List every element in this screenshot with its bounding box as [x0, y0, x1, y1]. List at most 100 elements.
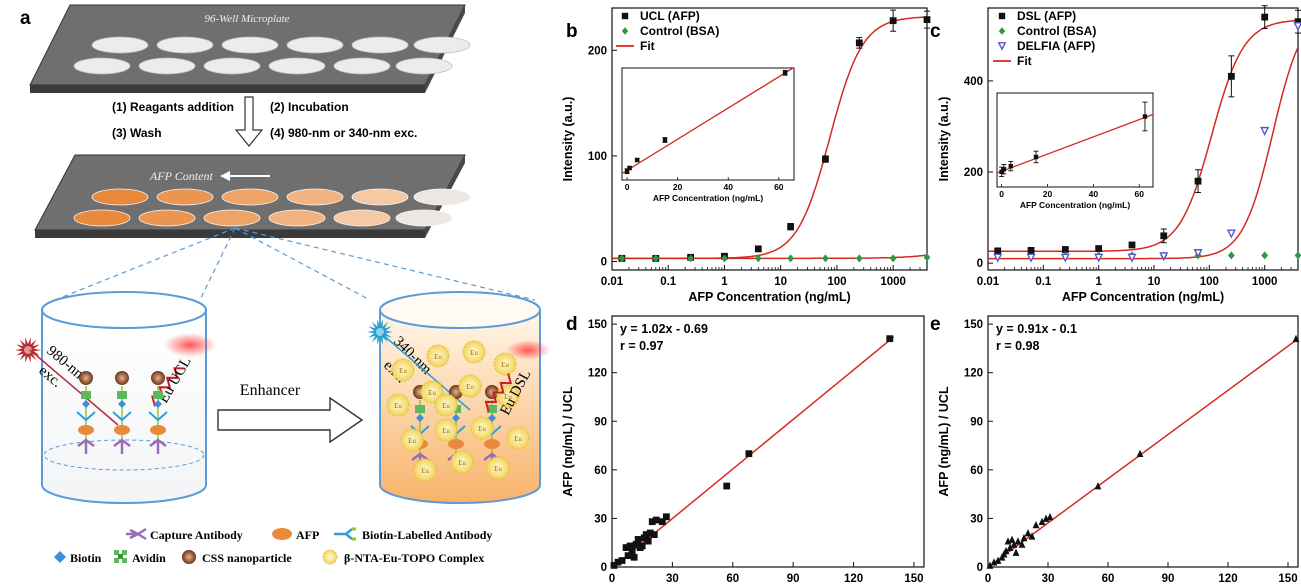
eu-complex	[470, 416, 494, 440]
legend-swatch	[621, 27, 629, 35]
data-point	[923, 16, 931, 24]
inset-data-point	[634, 157, 640, 163]
x-tick-label: 60	[726, 573, 739, 585]
well	[203, 57, 261, 75]
data-point	[886, 335, 894, 343]
data-point	[787, 223, 794, 231]
eu-complex-label: Eu	[408, 437, 416, 445]
data-point	[1014, 537, 1022, 545]
enhancer-arrow	[217, 396, 364, 444]
css-nanoparticle	[115, 371, 129, 385]
plate-title: 96-Well Microplate	[204, 13, 289, 25]
data-point	[618, 254, 626, 263]
avidin	[81, 391, 91, 399]
data-point	[1026, 253, 1036, 263]
fit-line	[988, 19, 1298, 253]
data-point	[1194, 177, 1202, 185]
eu-complex	[462, 340, 486, 364]
series-dsl-afp-	[994, 5, 1301, 255]
data-point	[855, 39, 863, 47]
fit-equation: y = 1.02x - 0.69	[620, 322, 708, 336]
series-points	[986, 334, 1300, 569]
orange-well	[156, 188, 214, 206]
legend-label: Fit	[1017, 54, 1032, 68]
legend-label: DSL (AFP)	[1017, 9, 1076, 23]
dsl-emission-wave	[484, 373, 513, 412]
well	[351, 36, 409, 54]
step-1: (1) Reagants addition	[112, 100, 234, 114]
data-point	[1294, 18, 1301, 26]
legend-label: Fit	[640, 39, 655, 53]
well	[286, 36, 344, 54]
css-nanoparticle	[79, 371, 93, 385]
data-point	[721, 254, 728, 263]
data-point	[628, 547, 636, 555]
legend-swatch	[998, 12, 1006, 20]
data-point	[787, 254, 794, 263]
y-tick-label: 150	[964, 319, 983, 331]
eu-complex	[493, 352, 517, 376]
fit-curves	[612, 336, 895, 567]
x-tick-label: 150	[904, 573, 923, 585]
y-tick-label: 30	[970, 513, 983, 525]
data-point	[634, 536, 642, 543]
data-point	[1012, 548, 1020, 556]
data-point	[993, 253, 1003, 263]
panel-a: a 96-Well Microplate (1) Reagants additi…	[15, 4, 550, 565]
eu-complex-label: Eu	[466, 383, 474, 391]
x-tick-label: 30	[1042, 573, 1055, 585]
inset-x-axis-label: AFP Concentration (ng/mL)	[653, 193, 764, 203]
data-point	[1028, 532, 1036, 540]
legend-biotin: Biotin	[70, 551, 102, 565]
y-tick-label: 400	[964, 76, 983, 88]
top-wells	[73, 36, 471, 75]
panel-label-e: e	[930, 314, 941, 335]
data-point	[1024, 529, 1032, 537]
correlation-coefficient: r = 0.97	[620, 339, 663, 353]
x-tick-label: 1	[721, 276, 728, 288]
avidin	[153, 391, 163, 399]
eu-complex-icon	[322, 549, 338, 565]
afp	[78, 425, 94, 435]
inset-frame	[621, 67, 795, 181]
eu-complex	[400, 428, 424, 452]
x-tick-label: 100	[1200, 276, 1219, 288]
legend-swatch	[997, 42, 1007, 51]
x-axis-label: AFP Concentration (ng/mL)	[688, 290, 850, 304]
inset-data-point	[1142, 114, 1148, 119]
legend-afp: AFP	[296, 528, 319, 542]
legend-biotin-antibody: Biotin-Labelled Antibody	[362, 528, 492, 542]
fit-curves	[988, 338, 1298, 567]
orange-well	[73, 209, 131, 227]
data-point	[1294, 251, 1301, 260]
data-point	[650, 531, 658, 539]
fit-curves	[988, 19, 1298, 260]
inset-x-tick-label: 60	[1135, 189, 1145, 199]
data-point	[1159, 252, 1169, 262]
orange-well	[413, 188, 471, 206]
data-point	[644, 537, 652, 545]
data-point	[1027, 247, 1035, 254]
biotin-icon	[54, 551, 66, 563]
inset-data-point	[1008, 163, 1013, 169]
inset-data-point	[1001, 167, 1007, 172]
x-tick-label: 120	[1218, 573, 1237, 585]
orange-well	[268, 209, 326, 227]
biotin	[118, 400, 126, 408]
step-2: (2) Incubation	[270, 100, 349, 114]
detection-antibody	[76, 411, 96, 422]
legend-avidin: Avidin	[132, 551, 166, 565]
afp	[114, 425, 130, 435]
data-point	[1261, 251, 1269, 260]
y-tick-label: 30	[594, 513, 607, 525]
x-tick-label: 1000	[880, 276, 906, 288]
data-point	[1046, 512, 1054, 521]
fit-line	[612, 336, 895, 567]
detection-antibody	[148, 411, 168, 422]
content-label: AFP Content	[149, 169, 213, 183]
chart-d: 0 30 60 90 120 150 0 30 60 90 120 150 AFP (ng/mL) / …	[561, 315, 925, 585]
data-point	[642, 531, 650, 539]
x-tick-label: 60	[1102, 573, 1115, 585]
eu-complex-label: Eu	[442, 402, 450, 410]
data-point	[1032, 520, 1040, 529]
